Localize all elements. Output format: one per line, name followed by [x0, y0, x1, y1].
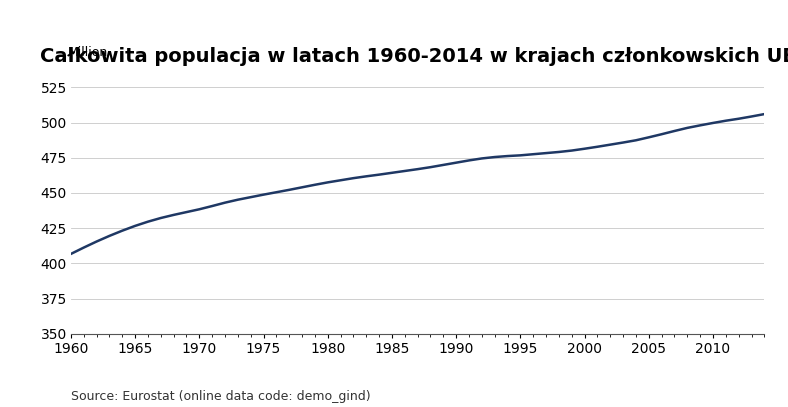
Text: Million: Million: [68, 46, 108, 59]
Text: Source: Eurostat (online data code: demo_gind): Source: Eurostat (online data code: demo…: [71, 390, 370, 403]
Title: Całkowita populacja w latach 1960-2014 w krajach członkowskich UE: Całkowita populacja w latach 1960-2014 w…: [40, 47, 788, 66]
